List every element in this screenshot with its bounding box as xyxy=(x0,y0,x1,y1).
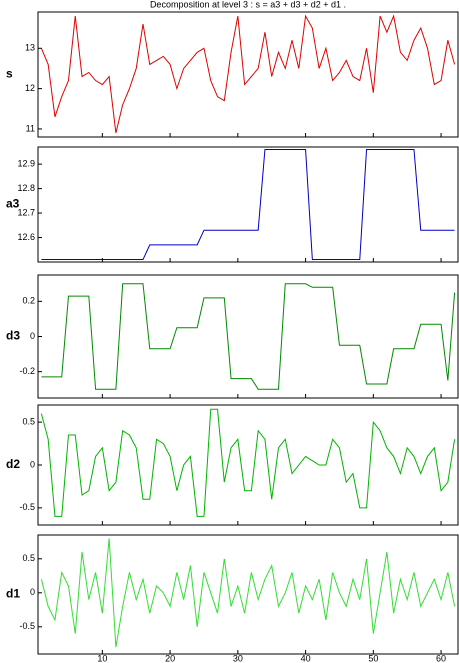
panel-frame xyxy=(37,146,459,263)
y-tick-label: 12.8 xyxy=(17,183,35,193)
panel-frame xyxy=(37,274,459,399)
y-tick-label: 12 xyxy=(25,83,35,93)
y-tick-label: -0.2 xyxy=(19,366,35,376)
y-axis-label: d1 xyxy=(6,587,20,601)
y-tick-label: 0 xyxy=(30,459,35,469)
x-tick-label: 10 xyxy=(97,653,107,663)
y-tick-label: 0.2 xyxy=(22,296,35,306)
x-tick-label: 60 xyxy=(436,653,446,663)
y-tick-label: -0.5 xyxy=(19,621,35,631)
x-tick-label: 30 xyxy=(233,653,243,663)
y-tick-label: 12.9 xyxy=(17,159,35,169)
y-axis-label: d3 xyxy=(6,329,20,343)
series-line xyxy=(40,14,456,134)
y-tick-label: -0.5 xyxy=(19,502,35,512)
y-axis-label: s xyxy=(6,67,13,81)
x-tick-label: 40 xyxy=(301,653,311,663)
y-tick-label: 0.5 xyxy=(22,553,35,563)
y-axis-label: d2 xyxy=(6,457,20,471)
y-tick-label: 0 xyxy=(30,331,35,341)
y-tick-label: 0 xyxy=(30,587,35,597)
series-line xyxy=(41,148,455,261)
y-tick-label: 11 xyxy=(26,123,35,133)
chart-title: Decomposition at level 3 : s = a3 + d3 +… xyxy=(150,0,346,9)
x-tick-label: 20 xyxy=(165,653,175,663)
y-tick-label: 12.6 xyxy=(17,232,35,242)
y-tick-label: 0.5 xyxy=(22,417,35,427)
series-line xyxy=(40,408,456,517)
y-tick-label: 12.7 xyxy=(17,207,35,217)
series-line xyxy=(40,538,456,648)
panel-frame xyxy=(37,11,459,138)
y-axis-label: a3 xyxy=(6,197,20,211)
y-tick-label: 13 xyxy=(25,43,35,53)
x-tick-label: 50 xyxy=(368,653,378,663)
series-line xyxy=(41,283,456,390)
panel-frame xyxy=(37,404,459,526)
